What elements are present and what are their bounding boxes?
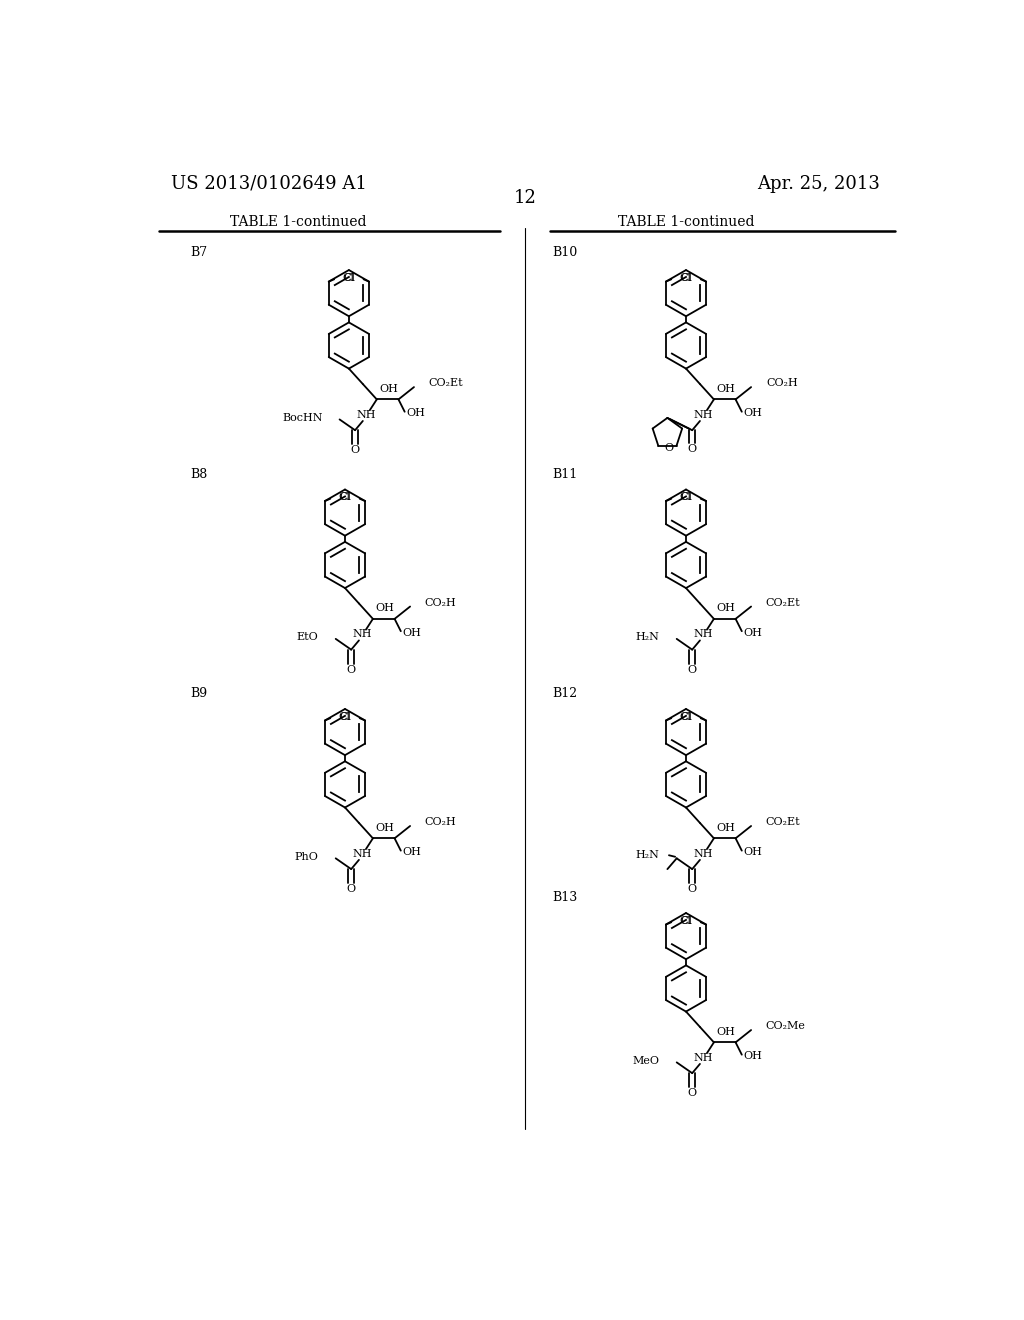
Text: Cl: Cl [680,711,692,722]
Text: TABLE 1-continued: TABLE 1-continued [617,215,755,228]
Text: OH: OH [743,1051,762,1061]
Text: O: O [347,884,355,894]
Text: CO₂Me: CO₂Me [765,1022,805,1031]
Text: O: O [688,665,696,675]
Text: NH: NH [693,630,713,639]
Text: B7: B7 [190,246,207,259]
Text: OH: OH [743,408,762,418]
Text: O: O [347,665,355,675]
Text: CO₂H: CO₂H [424,598,456,607]
Text: NH: NH [693,849,713,859]
Text: O: O [688,444,696,454]
Text: TABLE 1-continued: TABLE 1-continued [230,215,367,228]
Text: NH: NH [352,630,372,639]
Text: OH: OH [743,847,762,857]
Text: H₂N: H₂N [636,632,659,643]
Text: B8: B8 [190,467,207,480]
Text: B10: B10 [553,246,578,259]
Text: OH: OH [717,1027,735,1036]
Text: Cl: Cl [680,711,692,722]
Text: H₂N: H₂N [636,850,659,861]
Text: OH: OH [402,628,421,638]
Text: EtO: EtO [297,632,318,643]
Text: Cl: Cl [680,273,692,282]
Text: OH: OH [402,847,421,857]
Text: O: O [665,444,674,453]
Text: PhO: PhO [295,851,318,862]
Text: Apr. 25, 2013: Apr. 25, 2013 [757,174,880,193]
Text: CO₂H: CO₂H [767,379,799,388]
Text: 12: 12 [513,190,537,207]
Text: Cl: Cl [339,711,351,722]
Text: Cl: Cl [343,273,355,282]
Text: CO₂Et: CO₂Et [765,817,800,828]
Text: OH: OH [717,384,735,393]
Text: Cl: Cl [339,492,351,502]
Text: Cl: Cl [339,711,351,722]
Text: MeO: MeO [633,1056,659,1065]
Text: OH: OH [376,603,394,612]
Text: CO₂Et: CO₂Et [428,379,463,388]
Text: BocHN: BocHN [282,413,323,422]
Text: O: O [350,445,359,455]
Text: Cl: Cl [680,273,692,282]
Text: CO₂H: CO₂H [424,817,456,828]
Text: B12: B12 [553,686,578,700]
Text: B11: B11 [553,467,578,480]
Text: OH: OH [376,822,394,833]
Text: Cl: Cl [343,273,354,282]
Text: OH: OH [380,384,398,393]
Text: NH: NH [356,409,376,420]
Text: Cl: Cl [680,492,692,502]
Text: OH: OH [743,628,762,638]
Text: B13: B13 [553,891,578,904]
Text: Cl: Cl [680,916,692,925]
Text: B9: B9 [190,686,207,700]
Text: Cl: Cl [680,492,692,502]
Text: O: O [688,1088,696,1098]
Text: NH: NH [693,409,713,420]
Text: O: O [688,884,696,894]
Text: Cl: Cl [339,492,351,502]
Text: OH: OH [717,822,735,833]
Text: NH: NH [352,849,372,859]
Text: CO₂Et: CO₂Et [765,598,800,607]
Text: US 2013/0102649 A1: US 2013/0102649 A1 [171,174,367,193]
Text: Cl: Cl [680,916,692,925]
Text: OH: OH [717,603,735,612]
Text: NH: NH [693,1053,713,1063]
Text: OH: OH [407,408,425,418]
